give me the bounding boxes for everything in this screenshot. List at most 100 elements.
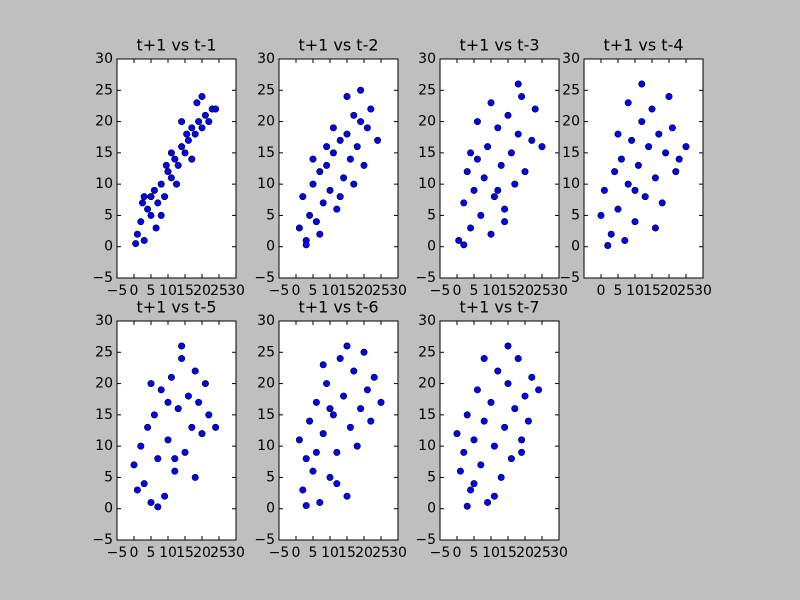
point: [463, 502, 471, 510]
x-tick-label: −5: [107, 545, 128, 561]
point: [360, 161, 368, 169]
point: [193, 99, 201, 107]
x-tick-label: 20: [193, 545, 211, 561]
point: [316, 168, 324, 176]
y-tick-label: 20: [95, 376, 113, 392]
y-tick-label: 10: [418, 176, 436, 192]
y-tick-label: 25: [257, 82, 275, 98]
y-tick-label: 10: [95, 438, 113, 454]
y-tick-label: 25: [95, 82, 113, 98]
x-tick-label: 25: [677, 283, 695, 299]
x-tick-label: −5: [430, 545, 451, 561]
point: [504, 342, 512, 350]
x-tick-label: 15: [338, 283, 356, 299]
x-tick-label: 30: [389, 283, 407, 299]
y-tick-label: −5: [92, 270, 113, 286]
y-tick-label: 25: [562, 82, 580, 98]
point: [319, 361, 327, 369]
subplot-title: t+1 vs t-7: [459, 298, 539, 317]
point: [333, 205, 341, 213]
point: [201, 380, 209, 388]
subplot-title: t+1 vs t-1: [136, 36, 216, 55]
x-tick-label: −5: [430, 283, 451, 299]
point: [336, 193, 344, 201]
point: [504, 380, 512, 388]
x-tick-label: 20: [355, 283, 373, 299]
x-tick-label: 0: [292, 545, 301, 561]
point: [473, 118, 481, 126]
point: [463, 168, 471, 176]
axes-frame: [439, 320, 560, 541]
point: [634, 161, 642, 169]
point: [147, 193, 155, 201]
point: [195, 118, 203, 126]
y-tick-label: 30: [95, 313, 113, 329]
x-tick-label: 5: [309, 545, 318, 561]
x-tick-label: 0: [453, 545, 462, 561]
point: [171, 467, 179, 475]
y-tick-label: 30: [562, 51, 580, 67]
x-tick-label: 30: [550, 283, 568, 299]
point: [205, 118, 213, 126]
x-tick-label: 15: [499, 283, 517, 299]
point: [455, 236, 463, 244]
x-tick-label: 20: [516, 283, 534, 299]
point: [191, 130, 199, 138]
point: [675, 155, 683, 163]
x-tick-label: 15: [643, 283, 661, 299]
point: [195, 398, 203, 406]
point: [484, 143, 492, 151]
point: [662, 149, 670, 157]
point: [164, 168, 172, 176]
point: [329, 411, 337, 419]
y-tick-label: 20: [257, 376, 275, 392]
x-tick-label: 20: [516, 545, 534, 561]
point: [309, 467, 317, 475]
point: [607, 230, 615, 238]
point: [137, 218, 145, 226]
point: [497, 473, 505, 481]
y-tick-label: 15: [95, 407, 113, 423]
y-tick-label: 0: [266, 239, 275, 255]
axes-background: [584, 59, 703, 278]
point: [600, 186, 608, 194]
point: [181, 448, 189, 456]
point: [333, 448, 341, 456]
point: [212, 423, 220, 431]
point: [340, 392, 348, 400]
axes-frame: [278, 58, 399, 279]
subplot-title: t+1 vs t-5: [136, 298, 216, 317]
y-tick-label: 0: [104, 501, 113, 517]
point: [302, 502, 310, 510]
y-tick-label: 30: [418, 313, 436, 329]
y-tick-label: 20: [418, 114, 436, 130]
point: [367, 105, 375, 113]
y-tick-label: −5: [254, 270, 275, 286]
point: [140, 480, 148, 488]
point: [470, 480, 478, 488]
x-tick-label: 30: [694, 283, 712, 299]
point: [514, 130, 522, 138]
point: [353, 442, 361, 450]
point: [164, 436, 172, 444]
y-tick-label: 0: [266, 501, 275, 517]
point: [299, 486, 307, 494]
point: [299, 193, 307, 201]
point: [343, 93, 351, 101]
y-tick-label: 0: [427, 239, 436, 255]
point: [350, 111, 358, 119]
axes-frame: [116, 320, 237, 541]
point: [306, 417, 314, 425]
point: [340, 174, 348, 182]
y-tick-label: −5: [559, 270, 580, 286]
point: [655, 130, 663, 138]
point: [157, 386, 165, 394]
y-tick-label: 25: [418, 344, 436, 360]
point: [494, 186, 502, 194]
y-tick-label: −5: [92, 532, 113, 548]
point: [490, 492, 498, 500]
point: [370, 373, 378, 381]
y-tick-label: 25: [257, 344, 275, 360]
